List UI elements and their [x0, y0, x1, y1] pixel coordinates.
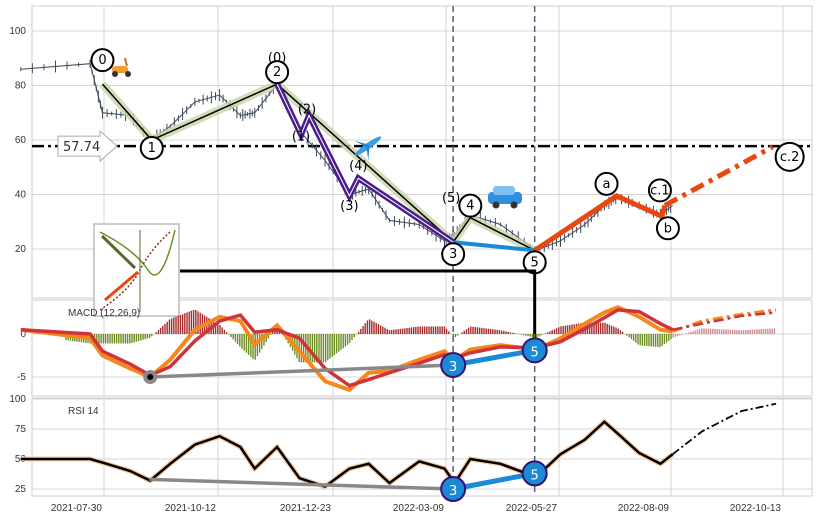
wave-b-label: b [664, 221, 672, 236]
rsi-badge-5 [521, 460, 548, 487]
macd-divergence [452, 347, 536, 368]
plot-area: 57.74 0 1 2 3 4 5 a b c.1 c.2 (0) (1) (2) (3) (4) (5) 3 5 ×… [20, 6, 812, 502]
macd-badge-5 [521, 337, 548, 364]
sub-wave-label: (5) [442, 191, 460, 206]
wheel [112, 71, 118, 77]
wave-3-label: 3 [449, 247, 457, 262]
wave-4-circle [458, 193, 483, 218]
wing [354, 140, 370, 161]
x-tick-label: 2021-07-30 [51, 503, 103, 514]
sub-wave-label: (3) [340, 199, 358, 214]
wheel [125, 71, 131, 77]
price-y-tick: 40 [15, 190, 27, 201]
sub-wave-label: (0) [268, 51, 286, 66]
macd-y-tick: -5 [17, 372, 26, 383]
wave-3-circle [441, 242, 466, 267]
anchor-line [180, 269, 537, 345]
macd-badge-3 [440, 351, 467, 378]
macd-title: MACD (12,26,9) [68, 308, 140, 319]
sub-wave-highlight [276, 83, 454, 243]
price-y-tick: 80 [15, 81, 27, 92]
primary-wave-line [101, 83, 536, 252]
wave-2-label: 2 [273, 65, 281, 80]
signal-line [20, 308, 674, 388]
wave-c2-circle [774, 141, 805, 172]
x-tick-label: 2021-12-23 [280, 503, 332, 514]
sub-wave-label: (2) [298, 102, 316, 117]
airplane-icon [354, 136, 382, 161]
correction-wave-line [533, 193, 668, 253]
wave-0-circle [90, 48, 115, 73]
wave-1-circle [139, 136, 164, 160]
macd-divergence-dot [147, 374, 154, 380]
rsi-y-tick: 50 [15, 454, 27, 465]
price-y-tick: 60 [15, 135, 27, 146]
wave-1-label: 1 [148, 141, 156, 156]
wave-b-circle [655, 216, 680, 241]
x-tick-label: 2022-05-27 [506, 503, 558, 514]
wave-2-circle [265, 60, 290, 85]
wave-c1-label: c.1 [650, 183, 670, 198]
correction-projection-line [663, 144, 774, 208]
x-tick-label: 2021-10-12 [165, 503, 217, 514]
rsi-y-tick: 100 [9, 394, 26, 405]
rsi-badge-3-label: 3 [449, 484, 457, 499]
rsi-badge-5-label: 5 [531, 468, 539, 483]
macd-divergence-old [150, 363, 454, 379]
level-value: 57.74 [63, 140, 100, 155]
level-arrow-label [57, 130, 118, 163]
car-cab [493, 186, 515, 195]
car-icon [488, 186, 522, 209]
wave-a-circle [594, 171, 619, 196]
wave-4-label: 4 [466, 199, 474, 214]
wave-0-label: 0 [98, 53, 106, 68]
rsi-y-tick: 25 [15, 484, 27, 495]
macd-badge-3-label: 3 [449, 360, 457, 375]
wheel [492, 201, 500, 209]
wheel [510, 201, 518, 209]
wave-5-label: 5 [531, 255, 539, 270]
sub-wave-label: (1) [292, 130, 310, 145]
signal-line-projection [672, 311, 777, 331]
x-tick-label: 2022-08-09 [618, 503, 670, 514]
x-tick-label: 2022-03-09 [393, 503, 445, 514]
scooter-icon [112, 57, 131, 77]
price-y-tick: 100 [9, 26, 26, 37]
rsi-badge-3 [440, 476, 467, 502]
wave-c2-label: c.2 [780, 150, 800, 165]
sub-wave-label: (4) [349, 159, 367, 174]
rsi-projection [672, 402, 777, 455]
rsi-divergence-x: × [147, 474, 153, 486]
rsi-line [20, 420, 674, 488]
rsi-divergence-old [150, 477, 454, 491]
x-tick-label: 2022-10-13 [730, 503, 782, 514]
rsi-y-tick: 75 [15, 424, 27, 435]
price-3-5-line [452, 240, 535, 253]
handle [124, 57, 128, 67]
macd-line [20, 305, 673, 393]
macd-badge-5-label: 5 [531, 345, 539, 360]
wave-c1-circle [647, 178, 672, 203]
macd-y-tick: 0 [20, 329, 26, 340]
rsi-divergence [452, 470, 536, 492]
price-y-tick: 20 [15, 244, 27, 255]
inset-thumbnail [93, 223, 180, 317]
wave-a-label: a [603, 177, 611, 192]
rsi-title: RSI 14 [68, 406, 99, 417]
